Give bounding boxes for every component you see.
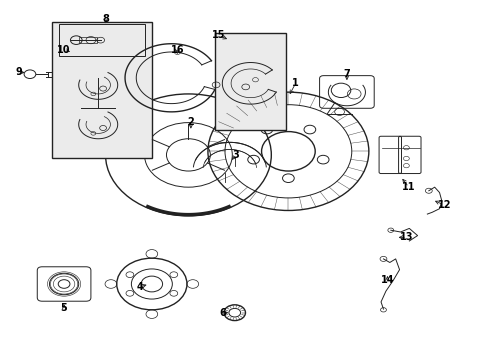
Text: 7: 7 [343,69,349,79]
Bar [79,37,97,43]
Text: 2: 2 [187,117,194,127]
Bar [52,22,152,158]
Text: 10: 10 [57,45,71,55]
Text: 11: 11 [401,182,415,192]
Text: 9: 9 [16,67,22,77]
Text: 5: 5 [61,303,67,314]
Text: 3: 3 [232,150,239,160]
Text: 13: 13 [399,232,413,242]
Text: 6: 6 [219,308,226,318]
Text: 14: 14 [380,275,393,285]
Bar [215,33,285,130]
Text: 12: 12 [437,200,450,210]
Bar [59,24,144,56]
Text: 15: 15 [211,31,225,40]
Text: 1: 1 [292,78,299,88]
Text: 16: 16 [170,45,183,55]
Text: 4: 4 [136,282,143,292]
Text: 8: 8 [102,14,109,24]
